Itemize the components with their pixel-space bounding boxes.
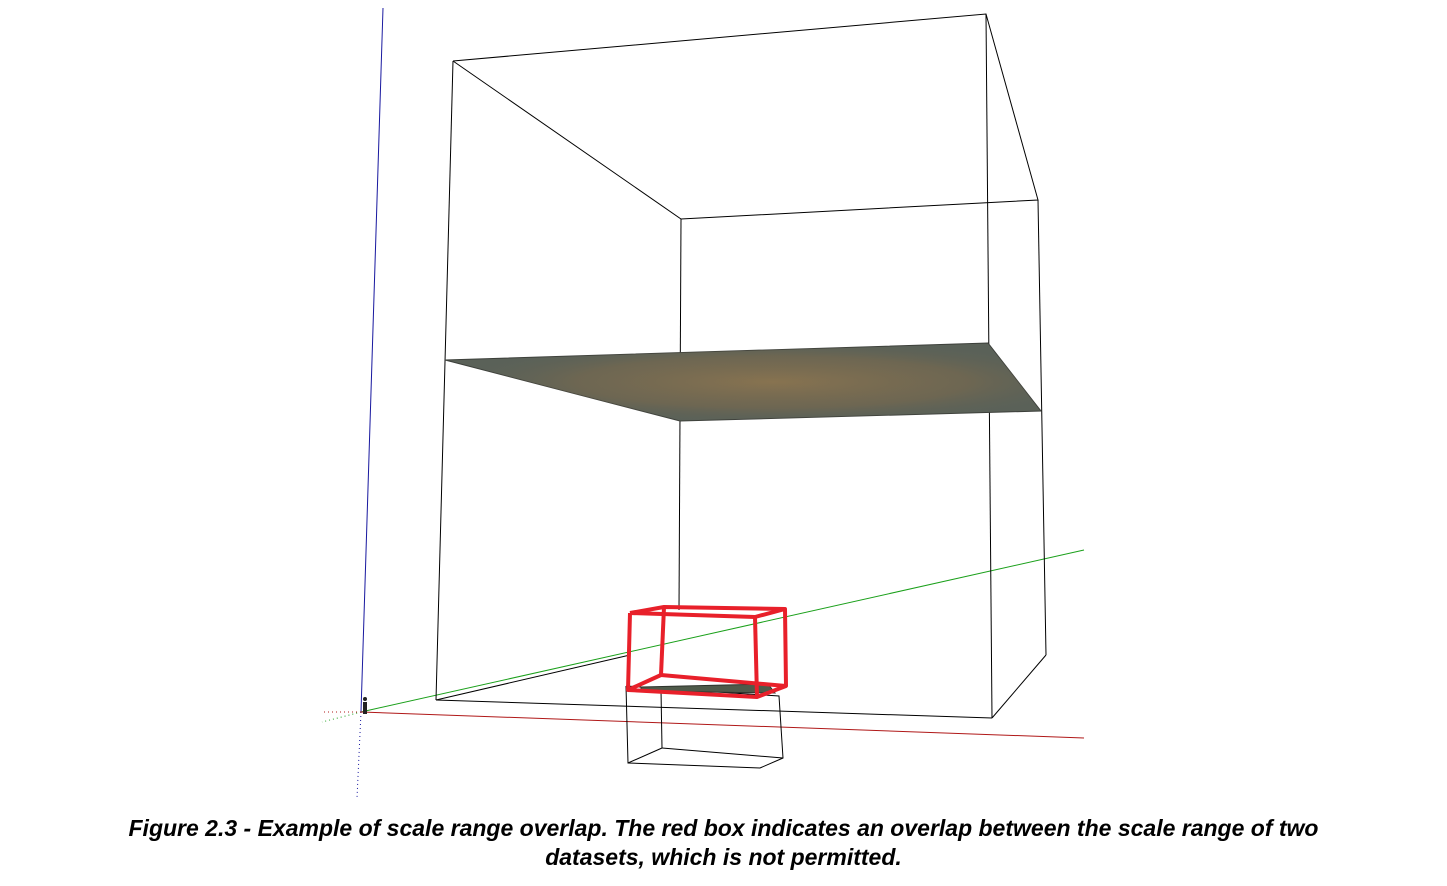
- scale-range-diagram: [321, 7, 1085, 799]
- y-axis-negative: [321, 711, 362, 723]
- x-axis: [360, 711, 1085, 739]
- y-axis: [360, 549, 1085, 713]
- caption-line-1: Figure 2.3 - Example of scale range over…: [128, 815, 1319, 841]
- figure-caption: Figure 2.3 - Example of scale range over…: [0, 814, 1447, 872]
- axes: [321, 7, 1085, 799]
- z-axis: [360, 7, 384, 713]
- overlap-red-box: [626, 605, 788, 699]
- large-scale-range-box: [435, 13, 1047, 719]
- small-scale-range-box: [625, 685, 784, 769]
- person-icon: [363, 697, 367, 714]
- caption-line-2: datasets, which is not permitted.: [545, 844, 902, 870]
- z-axis-negative: [356, 711, 362, 799]
- large-dataset-terrain: [444, 342, 1043, 422]
